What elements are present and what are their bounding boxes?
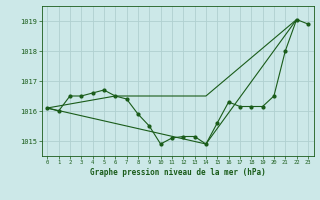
X-axis label: Graphe pression niveau de la mer (hPa): Graphe pression niveau de la mer (hPa)	[90, 168, 266, 177]
